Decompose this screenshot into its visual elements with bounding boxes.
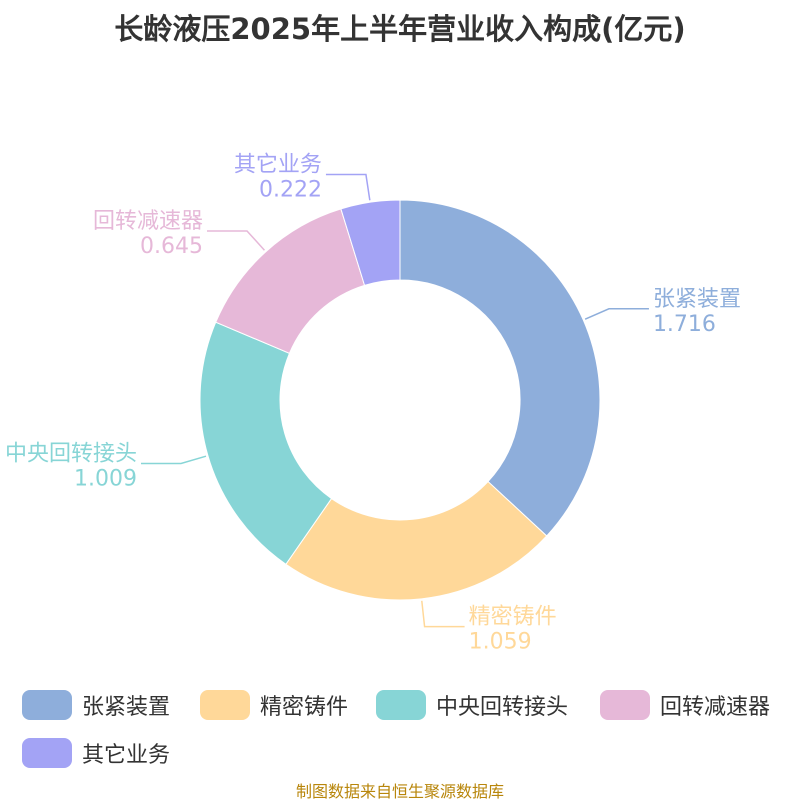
slice-value-1: 1.059 xyxy=(469,630,532,655)
legend-label: 精密铸件 xyxy=(260,695,349,720)
slice-value-3: 0.645 xyxy=(140,234,203,259)
slice-value-4: 0.222 xyxy=(259,178,322,203)
legend-swatch xyxy=(376,690,426,720)
donut-slice-4[interactable] xyxy=(340,199,401,286)
legend-item-4[interactable]: 其它业务 xyxy=(22,738,170,768)
legend-item-1[interactable]: 精密铸件 xyxy=(200,690,348,720)
slice-value-2: 1.009 xyxy=(74,466,137,491)
legend-label: 中央回转接头 xyxy=(436,695,569,720)
legend-swatch xyxy=(22,690,72,720)
donut-slice-2[interactable] xyxy=(199,321,333,565)
slice-label-3: 回转减速器 xyxy=(93,209,203,234)
slice-label-0: 张紧装置 xyxy=(653,287,741,312)
slice-label-1: 精密铸件 xyxy=(469,605,557,630)
donut-slice-1[interactable] xyxy=(285,480,548,601)
leader-line-2 xyxy=(141,455,207,465)
legend-item-3[interactable]: 回转减速器 xyxy=(600,690,770,720)
leader-line-3 xyxy=(207,230,266,251)
donut-slice-0[interactable] xyxy=(399,199,601,537)
slice-label-4: 其它业务 xyxy=(234,153,322,178)
legend-item-2[interactable]: 中央回转接头 xyxy=(376,690,568,720)
legend-item-0[interactable]: 张紧装置 xyxy=(22,690,170,720)
legend-swatch xyxy=(22,738,72,768)
legend-label: 其它业务 xyxy=(82,743,171,768)
leader-line-1 xyxy=(421,600,465,628)
slice-label-2: 中央回转接头 xyxy=(5,441,137,466)
leader-line-0 xyxy=(584,308,649,320)
legend-label: 回转减速器 xyxy=(660,695,771,720)
legend-swatch xyxy=(600,690,650,720)
legend-swatch xyxy=(200,690,250,720)
source-note: 制图数据来自恒生聚源数据库 xyxy=(295,782,504,801)
legend-label: 张紧装置 xyxy=(82,695,171,720)
slice-value-0: 1.716 xyxy=(653,312,716,337)
chart-title: 长龄液压2025年上半年营业收入构成(亿元) xyxy=(114,12,686,46)
leader-line-4 xyxy=(325,173,371,201)
